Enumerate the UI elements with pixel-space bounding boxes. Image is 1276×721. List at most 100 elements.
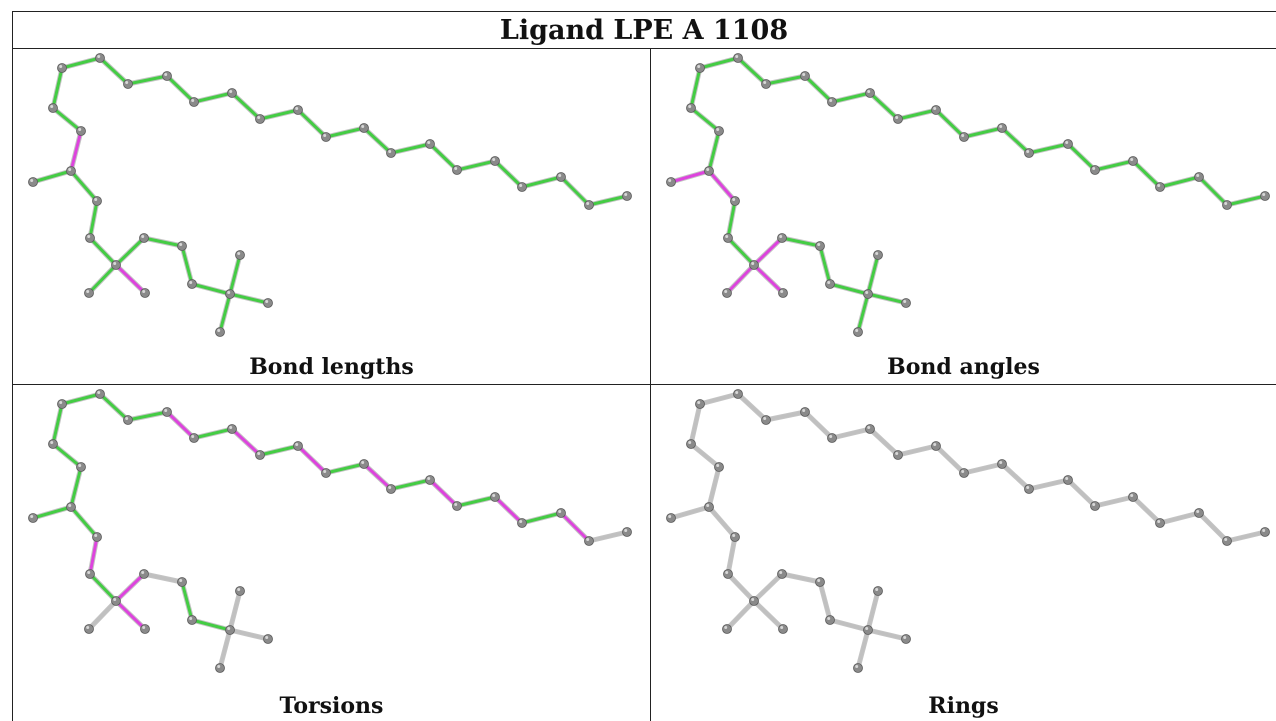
atom-highlight — [217, 665, 221, 668]
bond — [428, 478, 459, 508]
bond — [689, 66, 702, 110]
atom — [749, 260, 759, 270]
bond — [707, 169, 737, 203]
atom — [162, 407, 172, 417]
atom — [1155, 182, 1165, 192]
bond — [455, 495, 497, 508]
bond — [752, 263, 785, 295]
atom-highlight — [388, 486, 392, 489]
atom-highlight — [125, 417, 129, 420]
atom — [931, 441, 941, 451]
bond — [31, 505, 73, 520]
atom-highlight — [519, 520, 523, 523]
bond — [780, 236, 822, 248]
atom — [1194, 172, 1204, 182]
atom — [225, 289, 235, 299]
torsions-caption: Torsions — [279, 693, 384, 719]
atom-highlight — [829, 435, 833, 438]
bond — [228, 589, 242, 632]
bond — [934, 444, 966, 475]
atom-highlight — [97, 391, 101, 394]
atom — [111, 596, 121, 606]
atom-highlight — [1065, 141, 1069, 144]
atom — [66, 502, 76, 512]
atom-highlight — [86, 626, 90, 629]
atom — [704, 166, 714, 176]
atom — [686, 103, 696, 113]
atom — [778, 288, 788, 298]
atom — [57, 399, 67, 409]
atom — [556, 508, 566, 518]
atom — [215, 663, 225, 673]
bond — [362, 126, 393, 155]
atom — [873, 586, 883, 596]
atom — [57, 63, 67, 73]
atom-highlight — [999, 125, 1003, 128]
atom-highlight — [94, 198, 98, 201]
bond — [868, 91, 900, 121]
atom-highlight — [829, 99, 833, 102]
bond — [828, 618, 870, 632]
atom — [730, 532, 740, 542]
atom-highlight — [68, 504, 72, 507]
atom-highlight — [725, 235, 729, 238]
atom-highlight — [229, 426, 233, 429]
atom-highlight — [779, 571, 783, 574]
bond — [493, 495, 524, 525]
bond — [803, 74, 834, 104]
atom — [85, 569, 95, 579]
atom-highlight — [827, 281, 831, 284]
atom — [815, 577, 825, 587]
atom — [584, 536, 594, 546]
bond-angles-caption: Bond angles — [887, 354, 1040, 380]
atom-highlight — [191, 99, 195, 102]
atom-highlight — [802, 409, 806, 412]
atom-highlight — [237, 252, 241, 255]
bond — [51, 442, 83, 469]
bond — [88, 572, 118, 603]
atom — [800, 71, 810, 81]
atom — [733, 53, 743, 63]
bond — [69, 169, 99, 203]
atom — [28, 513, 38, 523]
atom — [825, 279, 835, 289]
bond — [493, 159, 524, 189]
bond — [866, 628, 908, 641]
atom-highlight — [817, 243, 821, 246]
bond — [389, 142, 432, 155]
atom — [189, 97, 199, 107]
bond — [764, 410, 807, 422]
atom — [1128, 492, 1138, 502]
atom — [722, 288, 732, 298]
row-divider — [12, 384, 1276, 385]
bond — [228, 628, 270, 641]
atom — [517, 518, 527, 528]
atom-highlight — [229, 90, 233, 93]
atom-highlight — [30, 179, 34, 182]
bond — [669, 505, 711, 520]
bond — [1093, 159, 1135, 172]
bond — [296, 108, 328, 139]
atom — [733, 389, 743, 399]
atom — [48, 103, 58, 113]
atom-highlight — [323, 134, 327, 137]
atom — [722, 624, 732, 634]
atom-highlight — [142, 290, 146, 293]
atom-highlight — [492, 158, 496, 161]
atom-highlight — [257, 452, 261, 455]
atom — [1155, 518, 1165, 528]
bond — [88, 236, 118, 267]
bond-lengths-panel — [28, 53, 632, 337]
atom-highlight — [86, 290, 90, 293]
atom-highlight — [802, 73, 806, 76]
atom-highlight — [697, 401, 701, 404]
bond — [296, 444, 328, 475]
bond — [828, 282, 870, 296]
atom — [452, 501, 462, 511]
bond — [736, 56, 768, 86]
bond — [1066, 478, 1097, 508]
atom-highlight — [50, 105, 54, 108]
bond — [218, 628, 232, 670]
bond — [192, 91, 234, 104]
bond — [803, 410, 834, 440]
